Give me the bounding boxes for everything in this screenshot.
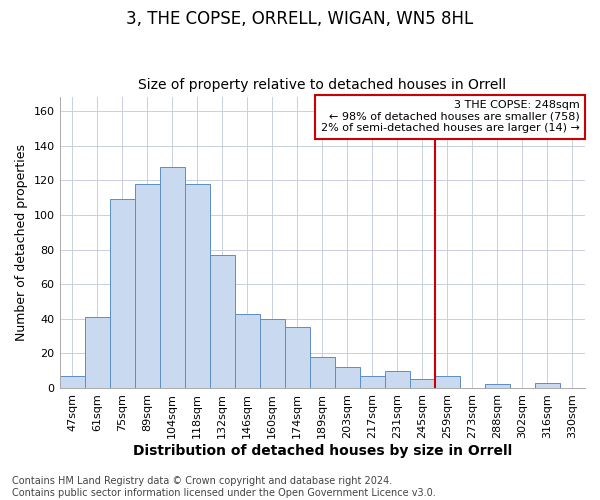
Title: Size of property relative to detached houses in Orrell: Size of property relative to detached ho… bbox=[138, 78, 506, 92]
Bar bbox=[410, 380, 435, 388]
Bar bbox=[285, 328, 310, 388]
Bar bbox=[310, 357, 335, 388]
Bar bbox=[535, 383, 560, 388]
Bar bbox=[235, 314, 260, 388]
Bar bbox=[260, 319, 285, 388]
Bar bbox=[160, 166, 185, 388]
Bar bbox=[435, 376, 460, 388]
Bar bbox=[485, 384, 510, 388]
Bar bbox=[209, 255, 235, 388]
X-axis label: Distribution of detached houses by size in Orrell: Distribution of detached houses by size … bbox=[133, 444, 512, 458]
Text: Contains HM Land Registry data © Crown copyright and database right 2024.
Contai: Contains HM Land Registry data © Crown c… bbox=[12, 476, 436, 498]
Bar bbox=[185, 184, 209, 388]
Bar bbox=[134, 184, 160, 388]
Bar bbox=[85, 317, 110, 388]
Bar bbox=[110, 200, 134, 388]
Text: 3 THE COPSE: 248sqm
← 98% of detached houses are smaller (758)
2% of semi-detach: 3 THE COPSE: 248sqm ← 98% of detached ho… bbox=[321, 100, 580, 134]
Bar bbox=[59, 376, 85, 388]
Y-axis label: Number of detached properties: Number of detached properties bbox=[15, 144, 28, 341]
Bar bbox=[335, 367, 360, 388]
Bar bbox=[360, 376, 385, 388]
Bar bbox=[385, 370, 410, 388]
Text: 3, THE COPSE, ORRELL, WIGAN, WN5 8HL: 3, THE COPSE, ORRELL, WIGAN, WN5 8HL bbox=[127, 10, 473, 28]
